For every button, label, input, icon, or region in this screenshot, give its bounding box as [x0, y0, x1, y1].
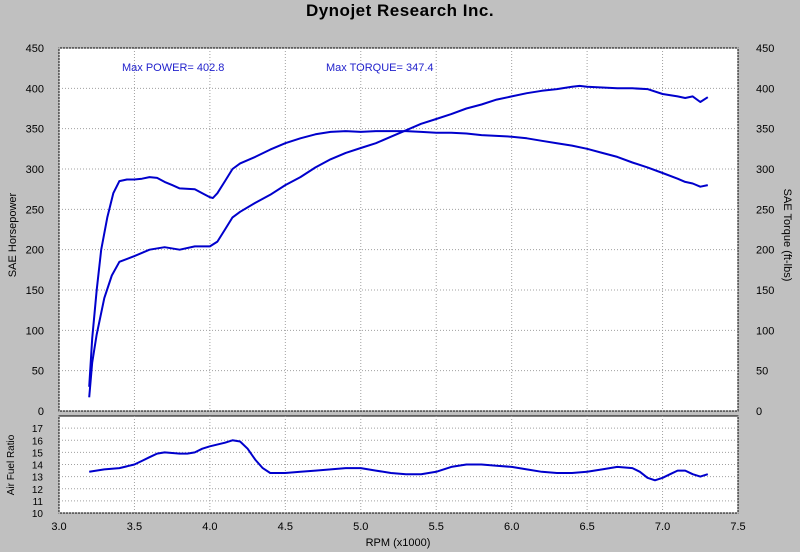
afr-tick-label: 12 — [32, 485, 44, 496]
y-axis-title-horsepower: SAE Horsepower — [7, 192, 19, 277]
x-tick-label: 5.5 — [429, 521, 444, 533]
main-grid — [58, 47, 739, 412]
afr-tick-label: 13 — [32, 473, 44, 484]
y-tick-label-right: 450 — [756, 43, 774, 55]
afr-grid — [58, 416, 739, 514]
x-tick-label: 6.5 — [579, 521, 594, 533]
y-tick-label-left: 0 — [38, 406, 44, 418]
afr-tick-label: 14 — [32, 461, 44, 472]
y-tick-label-right: 250 — [756, 204, 774, 216]
y-axis-title-afr: Air Fuel Ratio — [6, 434, 17, 495]
afr-tick-label: 16 — [32, 436, 44, 447]
main-plot-area — [58, 47, 739, 412]
y-tick-label-right: 350 — [756, 124, 774, 136]
afr-tick-label: 10 — [32, 509, 44, 520]
y-tick-label-left: 150 — [26, 285, 44, 297]
x-tick-label: 4.5 — [278, 521, 293, 533]
y-tick-label-right: 300 — [756, 164, 774, 176]
x-tick-label: 3.0 — [51, 521, 66, 533]
air-fuel-ratio-line — [89, 439, 709, 482]
torque-line — [88, 130, 709, 387]
traces — [88, 84, 709, 482]
max-power-annotation: Max POWER= 402.8 — [122, 62, 224, 74]
y-tick-label-right: 50 — [756, 366, 768, 378]
y-tick-label-left: 50 — [32, 366, 44, 378]
chart-title: Dynojet Research Inc. — [305, 1, 495, 20]
y-tick-label-left: 300 — [26, 164, 44, 176]
afr-tick-label: 17 — [32, 424, 44, 435]
x-tick-label: 7.0 — [655, 521, 670, 533]
afr-tick-label: 11 — [33, 497, 44, 508]
y-tick-label-right: 200 — [756, 245, 774, 257]
x-tick-label: 6.0 — [504, 521, 519, 533]
y-tick-label-right: 150 — [756, 285, 774, 297]
axis-labels: 3.0 3.5 4.0 4.5 5.0 5.5 6.0 6.5 7.0 7.5 0 0 50 50 100 1… — [26, 43, 775, 533]
x-tick-label: 4.0 — [202, 521, 217, 533]
x-tick-label: 5.0 — [353, 521, 368, 533]
y-tick-label-right: 400 — [756, 83, 774, 95]
y-tick-label-left: 450 — [26, 43, 44, 55]
y-tick-label-right: 0 — [756, 406, 762, 418]
y-tick-label-left: 200 — [26, 245, 44, 257]
y-tick-label-left: 250 — [26, 204, 44, 216]
max-torque-annotation: Max TORQUE= 347.4 — [326, 62, 434, 74]
afr-tick-label: 15 — [32, 448, 44, 459]
horsepower-line — [88, 84, 709, 398]
y-tick-label-left: 400 — [26, 83, 44, 95]
y-tick-label-right: 100 — [756, 325, 774, 337]
x-tick-label: 7.5 — [730, 521, 745, 533]
y-tick-label-left: 350 — [26, 124, 44, 136]
y-tick-label-left: 100 — [26, 325, 44, 337]
y-axis-title-torque: SAE Torque (ft-lbs) — [781, 189, 793, 282]
x-axis-title: RPM (x1000) — [366, 537, 431, 549]
x-tick-label: 3.5 — [127, 521, 142, 533]
